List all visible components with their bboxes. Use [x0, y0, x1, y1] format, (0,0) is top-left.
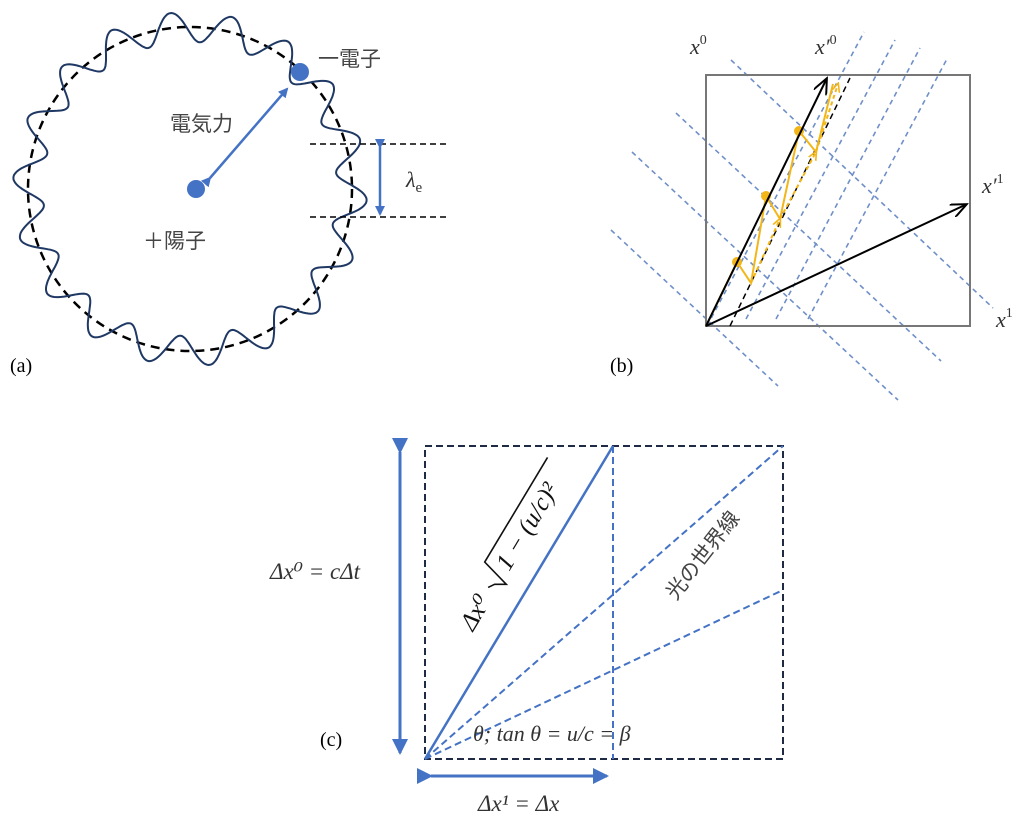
c-light-worldline	[424, 445, 784, 760]
proton-dot	[187, 180, 205, 198]
orbit-circle	[26, 25, 354, 353]
b-frame	[705, 74, 971, 327]
panel-b-label: (b)	[610, 355, 633, 377]
electric-force-arrow	[200, 87, 289, 188]
electron-dot	[291, 63, 309, 81]
c-worldline-solid	[423, 445, 615, 760]
proton-label: ＋陽子	[143, 229, 206, 253]
b-x1p-axis	[705, 205, 965, 327]
panel-c-label: (c)	[320, 729, 342, 751]
wavelength-label: λe	[405, 167, 423, 196]
c-vertical-label: Δx⁰ = cΔt	[269, 559, 361, 584]
panel-b: x0 x′0 x′1 x1 (b)	[610, 31, 1013, 401]
svg-text:Δx⁰: Δx⁰	[454, 591, 496, 636]
panel-a-label: (a)	[10, 355, 32, 377]
electron-wave	[12, 11, 368, 367]
b-dashed-lines-down	[610, 59, 994, 401]
electron-label: 一電子	[318, 47, 381, 71]
b-x0p-label: x′0	[814, 33, 837, 59]
c-angle-label: θ; tan θ = u/c = β	[473, 721, 631, 746]
svg-text:光の世界線: 光の世界線	[661, 507, 745, 605]
b-x0p-axis	[705, 80, 826, 327]
c-light-worldline-label: 光の世界線	[661, 507, 745, 605]
b-x1p-label: x′1	[981, 172, 1004, 198]
sqrt-sign	[483, 457, 549, 589]
panel-c: Δx⁰ = cΔt Δx¹ = Δx Δx⁰ 1 − (u/c)² 光の世界線 …	[269, 438, 784, 816]
b-light-line	[729, 77, 851, 327]
c-proper-time-label: Δx⁰ 1 − (u/c)²	[454, 457, 564, 636]
c-horizontal-label: Δx¹ = Δx	[477, 791, 560, 816]
b-x1-label: x1	[995, 306, 1013, 332]
panel-a: 一電子 電気力 ＋陽子 λe (a)	[10, 11, 448, 377]
svg-text:1 − (u/c)²: 1 − (u/c)²	[491, 478, 564, 575]
b-dashed-lines-up	[706, 31, 949, 327]
b-x0-label: x0	[689, 33, 707, 59]
c-frame	[424, 445, 784, 760]
force-label: 電気力	[170, 112, 233, 136]
